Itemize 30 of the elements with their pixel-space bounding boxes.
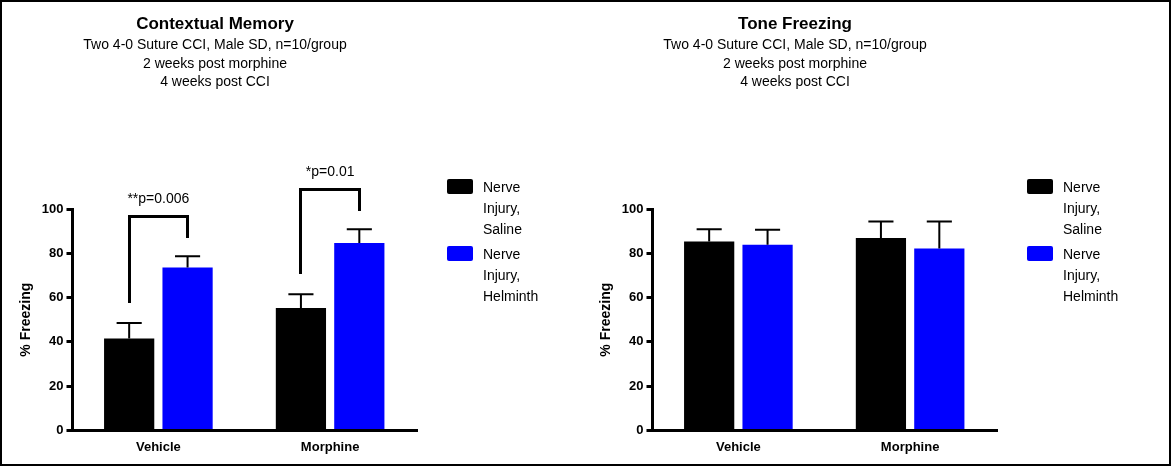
y-tick-label: 100 (621, 200, 644, 216)
bar (334, 243, 385, 429)
legend-label: Nerve Injury, Helminth (1063, 245, 1120, 306)
x-tick-label: Vehicle (715, 438, 761, 454)
chart-title: Tone Freezing (738, 13, 852, 33)
bar (162, 267, 213, 429)
y-tick-label: 40 (49, 333, 64, 349)
y-tick-label: 0 (56, 421, 64, 437)
text: **p=0.006 (127, 190, 190, 207)
chart-subtitle: Two 4-0 Suture CCI, Male SD, n=10/group 2 weeks post morphine 4 weeks post CCI (663, 36, 927, 89)
y-tick-label: 80 (629, 244, 644, 260)
chart-subtitle: Two 4-0 Suture CCI, Male SD, n=10/group 2 weeks post morphine 4 weeks post CCI (83, 36, 347, 89)
legend-label: Nerve Injury, Saline (1063, 178, 1103, 239)
y-tick-label: 20 (49, 377, 64, 393)
x-tick-label: Vehicle (135, 438, 181, 454)
legend-label: Nerve Injury, Helminth (483, 245, 540, 306)
y-tick-label: 40 (629, 333, 644, 349)
y-tick-label: 20 (629, 377, 644, 393)
y-tick-label: 0 (636, 421, 644, 437)
chart-title: Contextual Memory (136, 13, 295, 33)
y-tick-label: 100 (41, 200, 64, 216)
y-tick-label: 80 (49, 244, 64, 260)
legend-label: Nerve Injury, Saline (483, 178, 523, 239)
x-tick-label: Morphine (880, 438, 940, 454)
y-tick-label: 60 (629, 289, 644, 305)
y-axis-title: % Freezing (17, 282, 34, 357)
y-axis-title: % Freezing (597, 282, 614, 357)
x-tick-label: Morphine (300, 438, 360, 454)
y-tick-label: 60 (49, 289, 64, 305)
text: *p=0.01 (305, 163, 355, 180)
